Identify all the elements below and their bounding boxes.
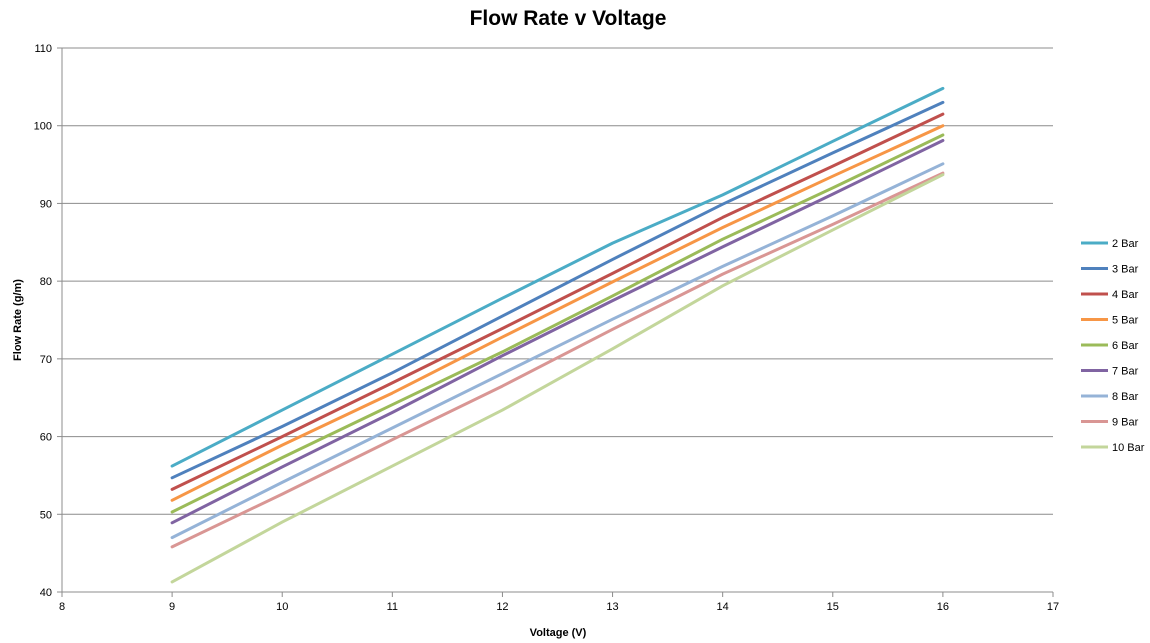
- legend-label-7-bar: 7 Bar: [1112, 366, 1139, 378]
- y-tick-label: 60: [40, 432, 52, 444]
- x-tick-label: 11: [387, 601, 398, 613]
- series-line-7-bar: [170, 139, 945, 525]
- legend-label-6-bar: 6 Bar: [1112, 340, 1139, 352]
- x-tick-label: 12: [496, 601, 508, 613]
- legend-label-5-bar: 5 Bar: [1112, 315, 1139, 327]
- y-tick-label: 70: [40, 354, 52, 366]
- y-tick-labels: 40 50 60 70 80 90 100 110: [34, 43, 62, 599]
- x-tick-label: 8: [59, 601, 65, 613]
- x-tick-labels: 8 9 10 11 12 13 14 15 16 17: [59, 592, 1059, 613]
- axes: [61, 48, 1053, 593]
- legend-label-3-bar: 3 Bar: [1112, 264, 1139, 276]
- y-tick-label: 40: [40, 587, 52, 599]
- y-tick-label: 80: [40, 276, 52, 288]
- y-tick-label: 90: [40, 198, 52, 210]
- series-line-3-bar: [170, 100, 945, 480]
- gridlines: [62, 47, 1053, 515]
- series-line-2-bar: [170, 86, 945, 468]
- legend: 2 Bar 3 Bar 4 Bar 5 Bar 6 Bar 7 Bar 8 Bar 9 Bar…: [1081, 238, 1145, 454]
- series-line-4-bar: [170, 112, 945, 491]
- series-line-10-bar: [170, 173, 945, 584]
- x-tick-label: 9: [169, 601, 175, 613]
- x-tick-label: 15: [827, 601, 839, 613]
- legend-label-10-bar: 10 Bar: [1112, 442, 1145, 454]
- series-line-9-bar: [170, 171, 945, 549]
- x-tick-label: 16: [937, 601, 949, 613]
- x-tick-label: 10: [276, 601, 288, 613]
- y-tick-label: 50: [40, 509, 52, 521]
- chart-title: Flow Rate v Voltage: [470, 7, 667, 30]
- series-line-8-bar: [170, 162, 945, 540]
- legend-label-4-bar: 4 Bar: [1112, 289, 1139, 301]
- series-line-5-bar: [170, 124, 945, 502]
- x-axis-title: Voltage (V): [530, 627, 587, 639]
- x-tick-label: 17: [1047, 601, 1059, 613]
- series-lines: [170, 86, 945, 584]
- series-line-6-bar: [170, 133, 945, 514]
- legend-label-8-bar: 8 Bar: [1112, 391, 1139, 403]
- x-tick-label: 14: [717, 601, 729, 613]
- y-tick-label: 100: [34, 121, 52, 133]
- legend-label-2-bar: 2 Bar: [1112, 238, 1139, 250]
- x-tick-label: 13: [606, 601, 618, 613]
- y-tick-label: 110: [34, 43, 52, 55]
- legend-label-9-bar: 9 Bar: [1112, 417, 1139, 429]
- y-axis-title: Flow Rate (g/m): [12, 279, 24, 361]
